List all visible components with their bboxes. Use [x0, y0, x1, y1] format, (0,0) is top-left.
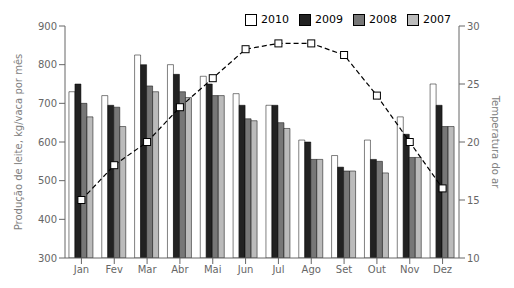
svg-text:30: 30 [467, 21, 480, 32]
svg-text:Temperatura do ar: Temperatura do ar [490, 95, 501, 189]
svg-text:600: 600 [38, 137, 57, 148]
svg-text:300: 300 [38, 253, 57, 264]
svg-text:Set: Set [336, 264, 353, 275]
svg-text:700: 700 [38, 98, 57, 109]
svg-text:900: 900 [38, 21, 57, 32]
svg-text:10: 10 [467, 253, 480, 264]
svg-text:Jul: Jul [271, 264, 284, 275]
html-text:2008: 2008 [369, 13, 397, 26]
svg-text:500: 500 [38, 175, 57, 186]
svg-text:Nov: Nov [400, 264, 420, 275]
svg-text:15: 15 [467, 195, 480, 206]
svg-text:Jan: Jan [73, 264, 89, 275]
html-text:2009: 2009 [315, 13, 343, 26]
svg-text:800: 800 [38, 59, 57, 70]
svg-text:Mai: Mai [204, 264, 222, 275]
svg-text:Fev: Fev [106, 264, 123, 275]
svg-text:Ago: Ago [302, 264, 321, 275]
html-text:2007: 2007 [423, 13, 451, 26]
html-text:2010: 2010 [261, 13, 289, 26]
svg-text:Out: Out [368, 264, 386, 275]
svg-text:Dez: Dez [433, 264, 452, 275]
svg-text:25: 25 [467, 79, 480, 90]
svg-text:20: 20 [467, 137, 480, 148]
svg-text:Abr: Abr [171, 264, 189, 275]
svg-text:Produção de leite, kg/vaca por: Produção de leite, kg/vaca por mês [13, 54, 24, 231]
svg-text:Jun: Jun [237, 264, 254, 275]
svg-text:Mar: Mar [138, 264, 158, 275]
svg-text:400: 400 [38, 214, 57, 225]
